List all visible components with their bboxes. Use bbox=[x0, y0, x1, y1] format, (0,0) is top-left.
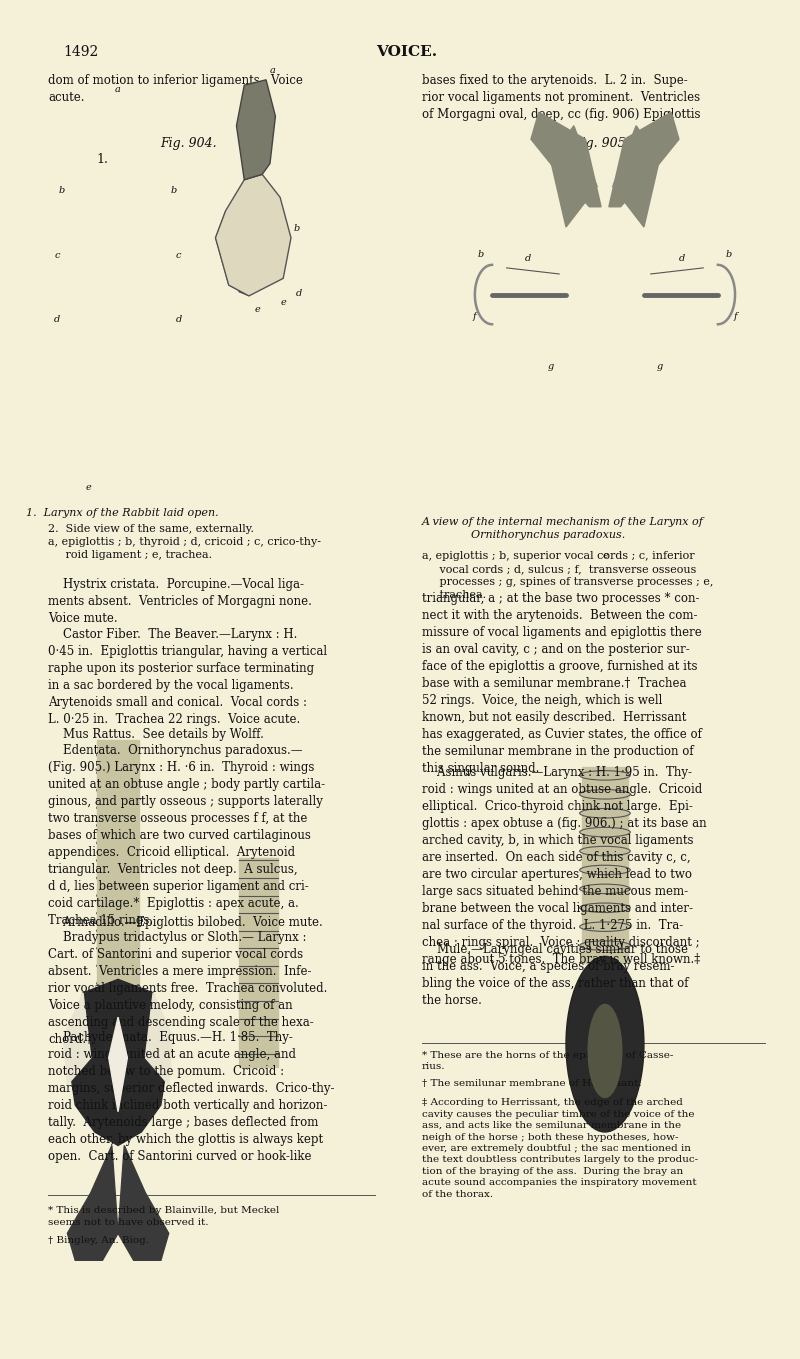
Ellipse shape bbox=[97, 769, 139, 777]
Text: e: e bbox=[602, 550, 608, 560]
Text: b: b bbox=[726, 250, 732, 258]
Text: d: d bbox=[679, 254, 686, 262]
Ellipse shape bbox=[580, 885, 630, 894]
Ellipse shape bbox=[580, 847, 630, 856]
Polygon shape bbox=[118, 1146, 169, 1260]
Ellipse shape bbox=[580, 809, 630, 818]
Ellipse shape bbox=[580, 921, 630, 931]
Ellipse shape bbox=[97, 787, 139, 794]
Text: d: d bbox=[54, 314, 61, 323]
Polygon shape bbox=[609, 113, 679, 207]
Polygon shape bbox=[215, 174, 291, 296]
Polygon shape bbox=[109, 1017, 127, 1112]
Text: f: f bbox=[473, 311, 477, 321]
Ellipse shape bbox=[580, 940, 630, 950]
Text: e: e bbox=[280, 299, 286, 307]
Text: c: c bbox=[54, 251, 60, 260]
Text: g: g bbox=[656, 361, 662, 371]
Polygon shape bbox=[67, 980, 169, 1146]
Text: 2.: 2. bbox=[245, 152, 256, 166]
Ellipse shape bbox=[97, 945, 139, 953]
Polygon shape bbox=[146, 993, 173, 1084]
Text: d: d bbox=[296, 289, 302, 298]
Ellipse shape bbox=[580, 771, 630, 780]
Polygon shape bbox=[97, 741, 139, 984]
Polygon shape bbox=[531, 113, 601, 207]
Text: Mus Rattus.  See details by Wolff.: Mus Rattus. See details by Wolff. bbox=[48, 728, 264, 741]
Text: † Bingley, An. Biog.: † Bingley, An. Biog. bbox=[48, 1235, 149, 1245]
Text: a, epiglottis ; b, superior vocal cords ; c, inferior
     vocal cords ; d, sulc: a, epiglottis ; b, superior vocal cords … bbox=[422, 552, 714, 599]
Text: e: e bbox=[254, 306, 260, 314]
Text: Bradypus tridactylus or Sloth.— Larynx :
Cart. of Santorini and superior vocal c: Bradypus tridactylus or Sloth.— Larynx :… bbox=[48, 931, 327, 1045]
Text: dom of motion to inferior ligaments.  Voice
acute.: dom of motion to inferior ligaments. Voi… bbox=[48, 75, 303, 105]
Ellipse shape bbox=[97, 892, 139, 900]
Polygon shape bbox=[239, 858, 278, 1067]
Text: c: c bbox=[176, 251, 182, 260]
Polygon shape bbox=[63, 993, 90, 1084]
Text: Fig. 905.: Fig. 905. bbox=[573, 136, 630, 149]
Ellipse shape bbox=[97, 752, 139, 760]
Ellipse shape bbox=[580, 866, 630, 875]
Text: * This is described by Blainville, but Meckel
seems not to have observed it.: * This is described by Blainville, but M… bbox=[48, 1207, 279, 1227]
Ellipse shape bbox=[97, 927, 139, 935]
Text: g: g bbox=[547, 361, 554, 371]
Text: Armadillo.—Epiglottis bilobed.  Voice mute.: Armadillo.—Epiglottis bilobed. Voice mut… bbox=[48, 916, 322, 928]
Text: a: a bbox=[115, 86, 121, 94]
Text: * These are the horns of the epiglottis of Casse-
rius.: * These are the horns of the epiglottis … bbox=[422, 1051, 674, 1071]
Text: Edentata.  Ornithorynchus paradoxus.—
(Fig. 905.) Larynx : H. ·6 in.  Thyroid : : Edentata. Ornithorynchus paradoxus.— (Fi… bbox=[48, 745, 325, 927]
Ellipse shape bbox=[566, 957, 644, 1132]
Text: b: b bbox=[59, 186, 65, 196]
Text: Mule.—Laryngeal cavities similar to those
in the ass.  Voice, a species of bray : Mule.—Laryngeal cavities similar to thos… bbox=[422, 943, 688, 1007]
Ellipse shape bbox=[580, 828, 630, 837]
Text: † The semilunar membrane of Herrissant.: † The semilunar membrane of Herrissant. bbox=[422, 1079, 642, 1089]
Polygon shape bbox=[550, 126, 597, 227]
Text: b: b bbox=[478, 250, 484, 258]
Ellipse shape bbox=[97, 856, 139, 864]
Text: A view of the internal mechanism of the Larynx of
              Ornithorynchus p: A view of the internal mechanism of the … bbox=[422, 518, 704, 541]
Ellipse shape bbox=[97, 803, 139, 811]
Ellipse shape bbox=[97, 874, 139, 882]
Ellipse shape bbox=[97, 980, 139, 988]
Text: VOICE.: VOICE. bbox=[376, 45, 437, 58]
Text: e: e bbox=[86, 484, 91, 492]
Text: a: a bbox=[270, 67, 276, 75]
Ellipse shape bbox=[97, 839, 139, 847]
Text: bases fixed to the arytenoids.  L. 2 in.  Supe-
rior vocal ligaments not promine: bases fixed to the arytenoids. L. 2 in. … bbox=[422, 75, 700, 121]
Polygon shape bbox=[613, 126, 659, 227]
Text: b: b bbox=[294, 224, 299, 234]
Ellipse shape bbox=[97, 909, 139, 917]
Ellipse shape bbox=[580, 790, 630, 799]
Text: Hystrix cristata.  Porcupine.—Vocal liga-
ments absent.  Ventricles of Morgagni : Hystrix cristata. Porcupine.—Vocal liga-… bbox=[48, 578, 312, 625]
Text: d: d bbox=[525, 254, 531, 262]
Text: Castor Fiber.  The Beaver.—Larynx : H.
0·45 in.  Epiglottis triangular, having a: Castor Fiber. The Beaver.—Larynx : H. 0·… bbox=[48, 628, 327, 726]
Text: b: b bbox=[171, 186, 178, 196]
Polygon shape bbox=[67, 1146, 118, 1260]
Text: f: f bbox=[734, 311, 737, 321]
Ellipse shape bbox=[587, 1004, 622, 1098]
Ellipse shape bbox=[580, 902, 630, 912]
Text: d: d bbox=[176, 314, 182, 323]
Text: 1492: 1492 bbox=[63, 45, 98, 58]
Polygon shape bbox=[215, 211, 249, 296]
Text: Fig. 904.: Fig. 904. bbox=[160, 136, 217, 149]
Text: 1.  Larynx of the Rabbit laid open.: 1. Larynx of the Rabbit laid open. bbox=[26, 508, 218, 518]
Text: triangular, a ; at the base two processes * con-
nect it with the arytenoids.  B: triangular, a ; at the base two processe… bbox=[422, 591, 702, 775]
Text: 1.: 1. bbox=[97, 152, 109, 166]
Ellipse shape bbox=[97, 962, 139, 970]
Text: Pachydermata.  Equus.—H. 1·85.  Thy-
roid : wings united at an acute angle, and
: Pachydermata. Equus.—H. 1·85. Thy- roid … bbox=[48, 1030, 334, 1163]
Text: Asinus vulgaris.—Larynx : H. 1·95 in.  Thy-
roid : wings united at an obtuse ang: Asinus vulgaris.—Larynx : H. 1·95 in. Th… bbox=[422, 766, 706, 966]
Ellipse shape bbox=[97, 821, 139, 829]
Polygon shape bbox=[582, 768, 628, 964]
Polygon shape bbox=[237, 80, 275, 179]
Text: 2.  Side view of the same, externally.
a, epiglottis ; b, thyroid ; d, cricoid ;: 2. Side view of the same, externally. a,… bbox=[48, 525, 321, 560]
Text: ‡ According to Herrissant, the edge of the arched
cavity causes the peculiar tim: ‡ According to Herrissant, the edge of t… bbox=[422, 1098, 698, 1199]
